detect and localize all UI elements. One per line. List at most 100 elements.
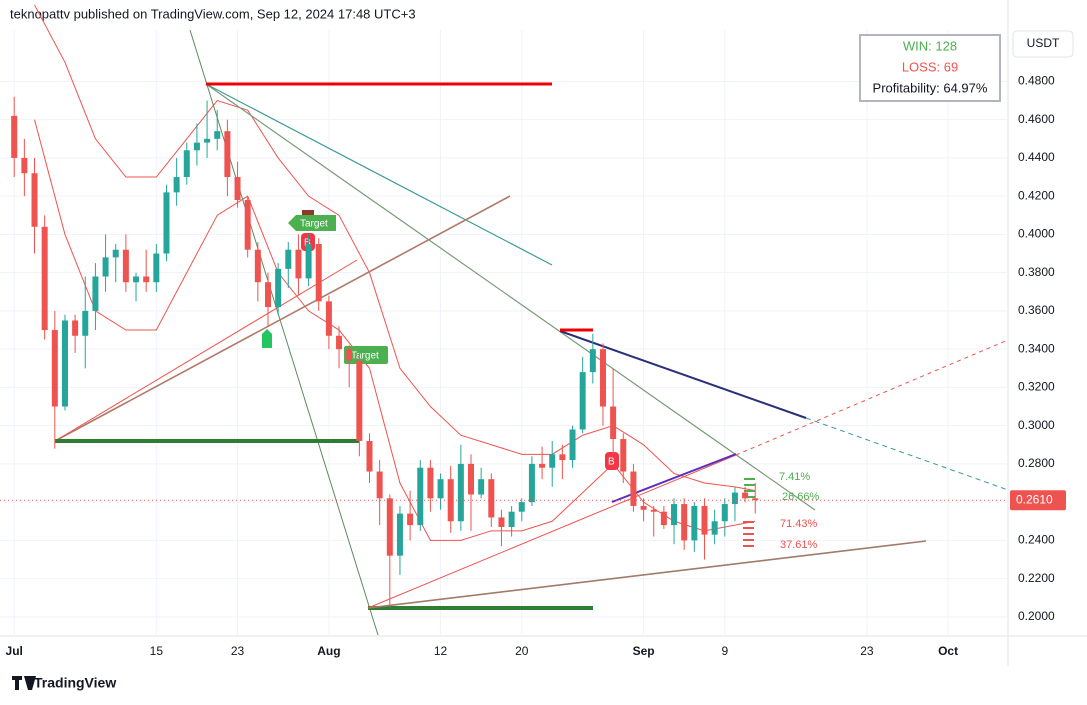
annotation: B: [608, 457, 615, 468]
y-tick-label: 0.4800: [1018, 74, 1055, 88]
trendline: [189, 29, 379, 636]
candle-body: [275, 268, 282, 308]
candle-body: [589, 349, 596, 373]
x-tick-label: 23: [860, 644, 874, 658]
logo: [12, 676, 36, 690]
candle-body: [407, 513, 414, 526]
candle-body: [701, 505, 708, 535]
candle-body: [11, 115, 18, 158]
candle-body: [721, 504, 728, 522]
trendline: [54, 195, 511, 442]
x-tick-label: 9: [721, 644, 728, 658]
target-tag: [344, 346, 388, 364]
candle-body: [325, 301, 332, 336]
trendline: [205, 83, 553, 266]
y-tick-label: 0.4400: [1018, 150, 1055, 164]
candle-body: [366, 440, 373, 472]
candle-body: [640, 505, 647, 510]
currency-box: [1012, 30, 1074, 58]
stat-loss: LOSS: 69: [902, 59, 958, 74]
y-tick-label: 0.2200: [1018, 571, 1055, 585]
candle-body: [386, 498, 393, 556]
footer: TradingView: [34, 675, 116, 691]
candle-body: [437, 479, 444, 499]
candle-body: [660, 511, 667, 526]
candle-body: [488, 479, 495, 518]
candle-body: [681, 504, 688, 541]
x-tick-label: Aug: [317, 644, 340, 658]
trendline: [205, 83, 816, 511]
candle-body: [468, 463, 475, 495]
candle-body: [427, 467, 434, 499]
candle-body: [396, 513, 403, 556]
candle-body: [417, 467, 424, 526]
gain-label: 7.41%: [779, 471, 810, 483]
annotation: Target: [351, 351, 379, 362]
candle-body: [376, 471, 383, 499]
candle-body: [102, 257, 109, 277]
candle-body: [254, 249, 261, 283]
candle-body: [193, 142, 200, 151]
candle-body: [742, 492, 749, 499]
trendline: [367, 540, 927, 609]
trendline: [559, 330, 807, 419]
candle-body: [508, 511, 515, 528]
projection-line: [805, 417, 1009, 491]
candle-body: [518, 502, 525, 512]
candle-body: [315, 243, 322, 302]
last-price-label: 0.2610: [1016, 492, 1053, 506]
candle-body: [163, 192, 170, 254]
candle-body: [346, 349, 353, 361]
y-tick-label: 0.4200: [1018, 188, 1055, 202]
b-marker: [605, 452, 619, 470]
candle-body: [295, 249, 302, 279]
gain-label: 26.66%: [782, 491, 820, 503]
candle-body: [285, 249, 292, 269]
last-price-box: [1010, 490, 1066, 511]
trendline: [54, 259, 358, 442]
candle-body: [569, 429, 576, 461]
annotation: Target: [300, 219, 328, 230]
candle-body: [41, 226, 48, 331]
candle-body: [305, 243, 312, 279]
projection-line: [735, 339, 1009, 456]
loss-label: 71.43%: [780, 518, 818, 530]
candle-body: [133, 276, 140, 283]
x-tick-label: Oct: [938, 644, 958, 658]
drawings: [54, 29, 1009, 636]
y-tick-label: 0.2400: [1018, 533, 1055, 547]
candle-body: [752, 498, 759, 501]
x-tick-label: 15: [150, 644, 164, 658]
candle-body: [234, 177, 241, 201]
loss-label: 37.61%: [780, 539, 818, 551]
candle-body: [447, 479, 454, 522]
candle-body: [82, 310, 89, 336]
candle-body: [244, 200, 251, 250]
candle-body: [204, 138, 211, 143]
candle-body: [183, 150, 190, 178]
y-tick-label: 0.2000: [1018, 609, 1055, 623]
candle-body: [72, 320, 79, 336]
candle-body: [559, 454, 566, 461]
trendline: [367, 454, 737, 609]
candle-body: [224, 131, 231, 178]
candle-body: [539, 463, 546, 468]
candle-body: [143, 276, 150, 283]
candle-body: [214, 131, 221, 139]
y-tick-label: 0.3800: [1018, 265, 1055, 279]
candle-body: [620, 439, 627, 472]
x-tick-label: Jul: [6, 644, 23, 658]
candle-body: [711, 521, 718, 535]
candle-body: [31, 173, 38, 227]
candle-body: [528, 463, 535, 503]
candle-body: [356, 360, 363, 441]
stat-profit: Profitability: 64.97%: [873, 80, 988, 95]
candle-body: [671, 504, 678, 526]
x-tick-label: 12: [434, 644, 448, 658]
candle-body: [153, 253, 160, 283]
x-tick-label: Sep: [633, 644, 655, 658]
candle-body: [731, 492, 738, 505]
y-tick-label: 0.3200: [1018, 380, 1055, 394]
candle-body: [691, 505, 698, 541]
